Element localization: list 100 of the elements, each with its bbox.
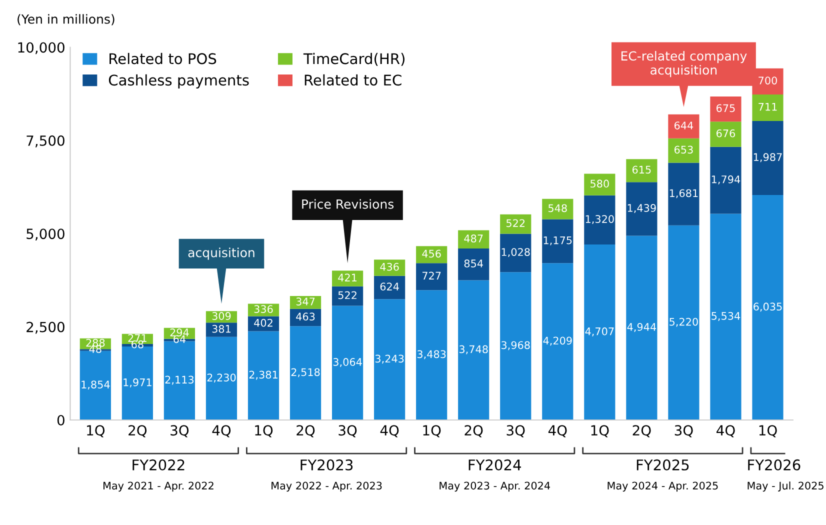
data-label: 421 (338, 274, 357, 282)
bar (542, 198, 574, 220)
bar (710, 214, 742, 420)
data-label: 3,968 (502, 341, 530, 350)
data-label: 5,220 (670, 318, 698, 327)
data-label: 2,113 (165, 376, 194, 385)
bar (626, 236, 658, 420)
x-tick-label: 3Q (170, 425, 189, 438)
data-label: 3,483 (417, 350, 446, 360)
data-label: 381 (212, 324, 230, 333)
x-tick-label: 4Q (548, 425, 567, 438)
bar (668, 225, 700, 420)
annotation: Price Revisions (302, 199, 394, 209)
bar (584, 244, 616, 420)
bar (668, 114, 700, 138)
x-tick-label: 2Q (464, 425, 483, 438)
data-label: 580 (590, 180, 609, 188)
text: May 2021 - Apr. 2022 (104, 482, 214, 492)
data-label: 4,707 (585, 327, 614, 336)
bar (668, 162, 700, 226)
bar (416, 246, 448, 264)
text: May 2024 - Apr. 2025 (608, 482, 718, 492)
text: FY2026 (748, 459, 800, 470)
text: FY2022 (132, 459, 184, 470)
text: FY2025 (636, 459, 689, 470)
data-label: 487 (464, 234, 483, 242)
text: May - Jul. 2025 (748, 482, 824, 492)
annotation: acquisition (188, 248, 254, 260)
data-label: 624 (380, 282, 399, 291)
x-tick-label: 2Q (296, 425, 315, 438)
data-label: 3,064 (333, 358, 362, 367)
data-label: 1,175 (544, 236, 572, 246)
bar (542, 219, 574, 264)
x-tick-label: 1Q (759, 425, 777, 438)
x-tick-label: 4Q (212, 425, 231, 438)
bar (500, 234, 532, 272)
text: May 2023 - Apr. 2024 (440, 482, 550, 492)
bar (206, 322, 238, 337)
x-tick-label: 4Q (380, 425, 399, 438)
data-label: 727 (422, 272, 441, 280)
data-label: 1,971 (124, 378, 152, 388)
data-label: 522 (338, 291, 356, 300)
data-label: 644 (674, 122, 694, 130)
data-label: 675 (716, 104, 735, 112)
text: May 2022 - Apr. 2023 (272, 482, 382, 492)
bar (458, 230, 490, 248)
x-tick-label: 2Q (632, 425, 651, 438)
x-tick-label: 3Q (506, 425, 525, 438)
data-label: 4,209 (543, 336, 572, 346)
data-label: 48 (89, 345, 102, 354)
bar (248, 304, 280, 316)
data-label: 5,534 (712, 312, 740, 321)
legend-label: Related to EC (304, 74, 402, 86)
data-label: 68 (132, 340, 144, 348)
data-label: 2,230 (207, 374, 236, 383)
annotation: EC-related company acquisition (621, 50, 747, 78)
bar (332, 286, 364, 306)
bar (500, 272, 532, 420)
text: FY2024 (468, 459, 522, 470)
bar (668, 138, 700, 163)
bar (584, 195, 616, 245)
x-tick-label: 1Q (87, 425, 105, 438)
data-label: 2,381 (249, 370, 278, 380)
x-tick-label: 3Q (338, 425, 357, 438)
data-label: 271 (128, 334, 146, 342)
data-label: 548 (548, 204, 567, 212)
bar (332, 270, 364, 286)
data-label: 1,854 (82, 380, 110, 390)
y-tick-label: 2,500 (26, 322, 64, 334)
bar (416, 290, 448, 420)
text: FY2023 (300, 459, 353, 470)
x-tick-label: 4Q (716, 425, 735, 438)
data-label: 6,035 (754, 302, 782, 312)
data-label: 347 (296, 298, 315, 306)
data-label: 3,243 (375, 354, 404, 364)
bar (332, 306, 364, 420)
data-label: 615 (632, 166, 651, 174)
data-label: 1,681 (670, 189, 698, 198)
y-tick-label: 5,000 (26, 228, 64, 241)
bar (374, 260, 406, 276)
bar (416, 263, 448, 290)
data-label: 700 (758, 76, 777, 84)
data-label: 1,028 (502, 248, 530, 258)
data-label: 463 (296, 312, 315, 321)
data-label: 309 (212, 312, 231, 320)
data-label: 3,748 (459, 345, 488, 354)
bar (458, 248, 490, 280)
bar (290, 326, 322, 420)
data-label: 1,439 (628, 204, 656, 213)
bar (626, 159, 658, 182)
bar (374, 299, 406, 420)
data-label: 64 (174, 335, 186, 344)
data-label: 1,320 (586, 215, 614, 224)
bar (752, 120, 784, 196)
data-label: 294 (170, 328, 189, 336)
data-label: 854 (464, 260, 483, 268)
data-label: 711 (758, 103, 777, 111)
data-label: 456 (422, 250, 441, 258)
data-label: 522 (506, 219, 525, 228)
bar (710, 122, 742, 147)
